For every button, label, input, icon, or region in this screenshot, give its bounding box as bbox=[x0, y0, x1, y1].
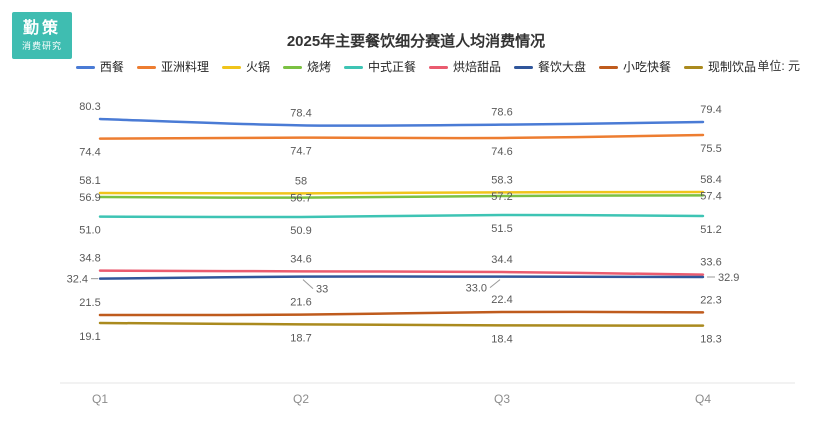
series-line-现制饮品 bbox=[98, 321, 705, 327]
series-line-西餐 bbox=[98, 117, 705, 127]
legend-item-label: 现制饮品 bbox=[708, 60, 757, 74]
series-line-烘焙甜品 bbox=[98, 269, 705, 276]
value-label: 58.4 bbox=[700, 174, 721, 186]
series-line-小吃快餐 bbox=[98, 310, 705, 317]
legend-item-烘焙甜品[interactable]: 烘焙甜品 bbox=[429, 60, 501, 74]
value-label: 32.4 bbox=[67, 274, 88, 286]
value-label: 58.3 bbox=[491, 174, 512, 186]
brand-logo-subtext: 消费研究 bbox=[21, 40, 62, 51]
value-label: 58.1 bbox=[79, 175, 100, 187]
legend-swatch-icon bbox=[514, 65, 534, 69]
value-label: 33.0 bbox=[466, 283, 487, 295]
value-label: 21.5 bbox=[79, 297, 100, 309]
value-label: 50.9 bbox=[290, 225, 311, 237]
value-label: 57.4 bbox=[700, 190, 721, 202]
unit-label: 单位: 元 bbox=[757, 59, 800, 73]
legend-item-label: 小吃快餐 bbox=[623, 60, 672, 74]
label-leader-line bbox=[302, 279, 314, 290]
legend-swatch-icon bbox=[599, 65, 619, 69]
value-label: 32.9 bbox=[718, 272, 739, 284]
series-line-亚洲料理 bbox=[98, 133, 705, 140]
value-label: 34.4 bbox=[491, 254, 512, 266]
value-label: 74.6 bbox=[491, 146, 512, 158]
series-line-中式正餐 bbox=[98, 213, 705, 219]
value-label: 51.2 bbox=[700, 224, 721, 236]
legend-item-label: 餐饮大盘 bbox=[538, 60, 587, 74]
value-label: 51.5 bbox=[491, 223, 512, 235]
legend-item-label: 烘焙甜品 bbox=[453, 60, 502, 74]
value-label: 51.0 bbox=[79, 225, 100, 237]
legend: 西餐 亚洲料理 火锅 烧烤 中式正餐 烘焙甜品 餐饮大盘 小吃快餐 现制饮品 bbox=[0, 58, 832, 76]
value-label: 78.6 bbox=[491, 107, 512, 119]
value-label: 74.7 bbox=[290, 146, 311, 158]
legend-item-label: 中式正餐 bbox=[367, 60, 416, 74]
value-label: 75.5 bbox=[700, 143, 721, 155]
legend-item-label: 西餐 bbox=[99, 60, 124, 74]
legend-item-西餐[interactable]: 西餐 bbox=[75, 60, 124, 74]
value-label: 18.7 bbox=[290, 332, 311, 344]
value-label: 79.4 bbox=[700, 104, 721, 116]
value-label: 18.3 bbox=[700, 334, 721, 346]
value-label: 19.1 bbox=[79, 331, 100, 343]
x-axis-label: Q2 bbox=[293, 392, 309, 406]
value-label: 22.4 bbox=[491, 294, 512, 306]
legend-item-小吃快餐[interactable]: 小吃快餐 bbox=[599, 60, 671, 74]
legend-swatch-icon bbox=[429, 65, 448, 69]
value-label: 58 bbox=[295, 175, 307, 187]
label-leader-line bbox=[489, 279, 501, 289]
value-label: 33.6 bbox=[700, 257, 721, 269]
value-label: 33 bbox=[316, 284, 328, 296]
value-label: 18.4 bbox=[491, 333, 512, 345]
legend-item-中式正餐[interactable]: 中式正餐 bbox=[343, 60, 416, 74]
value-label: 34.6 bbox=[290, 253, 311, 265]
value-label: 21.6 bbox=[290, 297, 311, 309]
value-label: 22.3 bbox=[700, 294, 721, 306]
legend-item-label: 火锅 bbox=[245, 60, 270, 74]
legend-item-亚洲料理[interactable]: 亚洲料理 bbox=[136, 60, 209, 74]
legend-swatch-icon bbox=[75, 65, 95, 69]
legend-swatch-icon bbox=[221, 65, 241, 69]
legend-item-餐饮大盘[interactable]: 餐饮大盘 bbox=[514, 60, 586, 74]
legend-swatch-icon bbox=[282, 65, 302, 69]
legend-item-label: 亚洲料理 bbox=[160, 60, 209, 74]
legend-item-label: 烧烤 bbox=[306, 60, 331, 74]
value-label: 56.7 bbox=[290, 193, 311, 205]
series-line-餐饮大盘 bbox=[98, 275, 705, 280]
brand-logo-text: 勤策 bbox=[22, 19, 61, 37]
value-label: 57.2 bbox=[491, 191, 512, 203]
series-line-火锅 bbox=[98, 190, 705, 195]
x-axis-label: Q4 bbox=[695, 392, 711, 406]
brand-logo: 勤策 消费研究 bbox=[12, 12, 72, 59]
chart-title: 2025年主要餐饮细分赛道人均消费情况 bbox=[286, 33, 546, 50]
value-label: 78.4 bbox=[290, 107, 311, 119]
value-label: 74.4 bbox=[79, 147, 100, 159]
value-label: 80.3 bbox=[79, 101, 100, 113]
x-axis-label: Q3 bbox=[494, 392, 510, 406]
legend-item-火锅[interactable]: 火锅 bbox=[221, 60, 270, 74]
legend-item-烧烤[interactable]: 烧烤 bbox=[282, 60, 331, 74]
value-label: 34.8 bbox=[79, 253, 100, 265]
legend-item-现制饮品[interactable]: 现制饮品 bbox=[684, 60, 756, 74]
legend-swatch-icon bbox=[684, 65, 704, 69]
value-label: 56.9 bbox=[79, 192, 100, 204]
legend-swatch-icon bbox=[136, 65, 156, 69]
x-axis-label: Q1 bbox=[92, 392, 108, 406]
legend-swatch-icon bbox=[343, 65, 363, 69]
series-line-烧烤 bbox=[98, 194, 705, 199]
